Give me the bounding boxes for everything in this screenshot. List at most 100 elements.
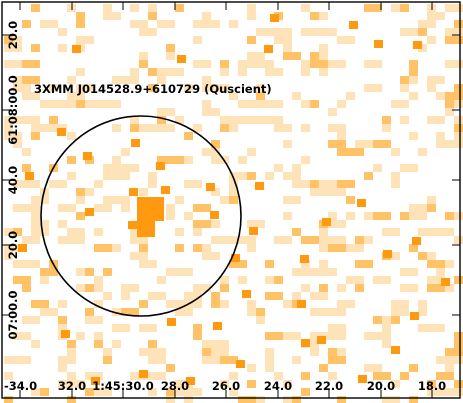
count-pixel-faint — [4, 372, 13, 380]
count-pixel-faint — [337, 308, 346, 316]
count-pixel-faint — [238, 60, 256, 68]
count-pixel-medium — [301, 388, 310, 396]
count-pixel-medium — [85, 284, 94, 292]
count-pixel-faint — [229, 180, 238, 188]
source-pixel — [155, 197, 164, 205]
count-pixel-medium — [193, 324, 202, 332]
count-pixel-medium — [220, 124, 229, 132]
count-pixel-faint — [283, 236, 292, 244]
count-pixel-faint — [247, 52, 265, 60]
count-pixel-faint — [265, 348, 274, 356]
count-pixel-faint — [238, 236, 256, 244]
count-pixel-medium — [40, 388, 49, 396]
count-pixel-faint — [238, 156, 247, 164]
count-pixel-faint — [274, 124, 292, 132]
count-pixel-faint — [283, 172, 301, 180]
count-pixel-faint — [247, 12, 256, 20]
count-pixel-faint — [112, 340, 121, 348]
count-pixel-faint — [427, 76, 445, 84]
count-pixel-faint — [67, 92, 85, 100]
count-pixel-faint — [31, 340, 40, 348]
count-pixel-faint — [337, 300, 346, 308]
count-pixel-faint — [427, 196, 436, 204]
count-pixel-faint — [301, 124, 310, 132]
count-pixel-medium — [301, 372, 310, 380]
count-pixel-faint — [328, 308, 337, 316]
count-pixel-faint — [193, 124, 202, 132]
count-pixel-medium — [454, 380, 463, 388]
count-pixel-bright — [131, 139, 140, 147]
count-pixel-faint — [328, 332, 346, 340]
count-pixel-faint — [310, 348, 319, 356]
count-pixel-faint — [22, 180, 40, 188]
count-pixel-faint — [229, 92, 238, 100]
source-pixel — [137, 221, 146, 229]
count-pixel-faint — [265, 364, 274, 372]
count-pixel-medium — [193, 332, 202, 340]
count-pixel-bright — [72, 45, 81, 53]
count-pixel-bright — [357, 199, 366, 207]
count-pixel-faint — [211, 348, 220, 356]
count-pixel-faint — [31, 236, 40, 244]
count-pixel-faint — [247, 244, 256, 252]
count-pixel-faint — [76, 236, 85, 244]
y-tick-label: 07:00.0 — [6, 291, 20, 340]
count-pixel-faint — [31, 116, 40, 124]
count-pixel-medium — [418, 28, 427, 36]
count-pixel-faint — [148, 172, 157, 180]
count-pixel-faint — [373, 164, 382, 172]
count-pixel-faint — [94, 388, 103, 396]
count-pixel-bright — [300, 255, 309, 263]
count-pixel-medium — [454, 124, 463, 132]
count-pixel-medium — [31, 4, 40, 12]
count-pixel-faint — [229, 20, 238, 28]
count-pixel-faint — [157, 348, 166, 356]
count-pixel-faint — [418, 44, 427, 52]
count-pixel-faint — [103, 348, 112, 356]
count-pixel-faint — [13, 84, 22, 92]
count-pixel-medium — [445, 212, 454, 220]
source-pixel — [146, 197, 155, 205]
count-pixel-faint — [427, 324, 445, 332]
count-pixel-faint — [139, 20, 148, 28]
count-pixel-medium — [382, 116, 391, 124]
count-pixel-faint — [94, 100, 112, 108]
count-pixel-faint — [328, 212, 337, 220]
count-pixel-faint — [121, 292, 130, 300]
count-pixel-medium — [58, 316, 67, 324]
count-pixel-medium — [166, 388, 175, 396]
count-pixel-medium — [256, 92, 265, 100]
count-pixel-faint — [184, 156, 193, 164]
count-pixel-faint — [283, 28, 292, 36]
count-pixel-faint — [220, 340, 229, 348]
count-pixel-faint — [328, 372, 337, 380]
count-pixel-medium — [445, 36, 463, 44]
count-pixel-faint — [436, 356, 445, 364]
count-pixel-faint — [67, 372, 76, 380]
count-pixel-faint — [283, 196, 292, 204]
count-pixel-medium — [76, 188, 85, 196]
count-pixel-faint — [67, 348, 76, 356]
count-pixel-medium — [193, 204, 211, 212]
count-pixel-faint — [256, 116, 265, 124]
count-pixel-faint — [247, 300, 256, 308]
count-pixel-faint — [67, 228, 85, 236]
count-pixel-faint — [454, 4, 463, 12]
y-tick-label: 40.0 — [6, 166, 20, 194]
count-pixel-faint — [121, 148, 130, 156]
count-pixel-medium — [328, 356, 346, 364]
count-pixel-faint — [364, 212, 373, 220]
count-pixel-faint — [346, 244, 355, 252]
count-pixel-medium — [427, 284, 445, 292]
count-pixel-faint — [328, 236, 346, 244]
count-pixel-faint — [319, 52, 328, 60]
count-pixel-faint — [202, 84, 220, 92]
count-pixel-medium — [337, 396, 346, 403]
count-pixel-medium — [292, 396, 301, 403]
count-pixel-medium — [454, 332, 463, 340]
count-pixel-medium — [139, 60, 148, 68]
count-pixel-bright — [383, 250, 392, 258]
count-pixel-medium — [148, 12, 157, 20]
count-pixel-faint — [301, 100, 310, 108]
count-pixel-faint — [175, 116, 184, 124]
